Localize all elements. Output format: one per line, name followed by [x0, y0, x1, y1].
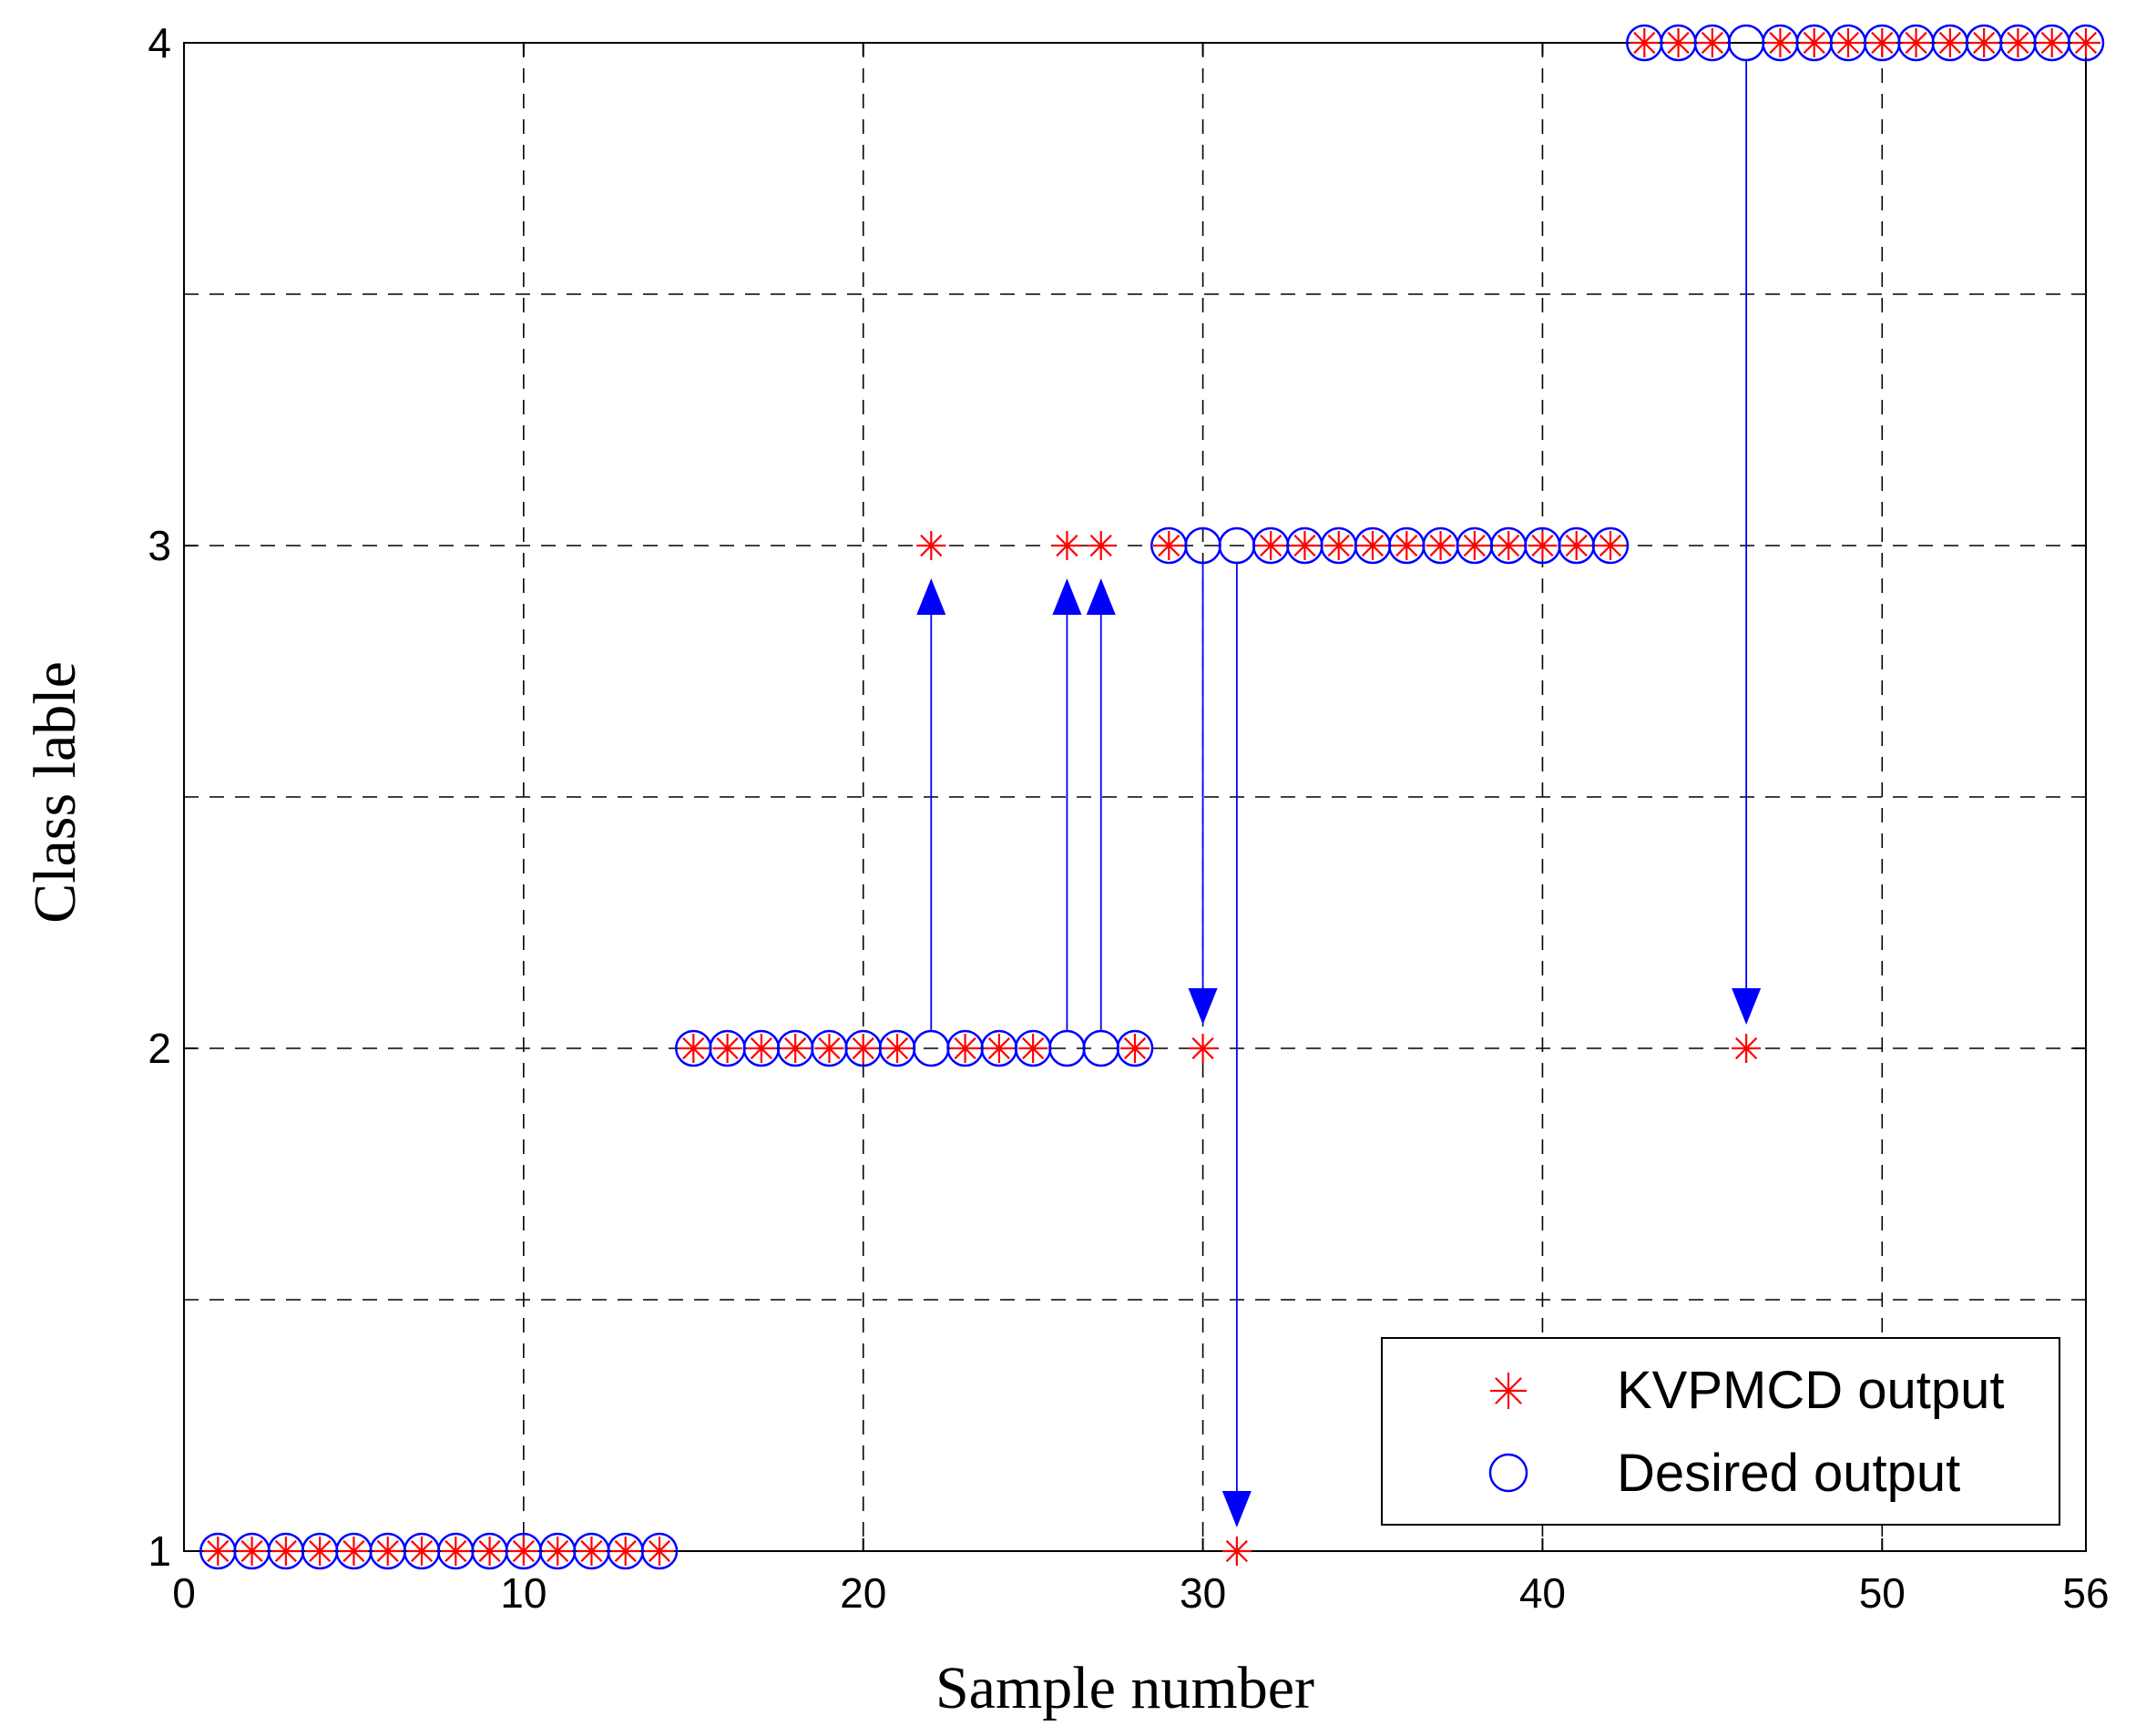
kvpmcd-point — [2071, 28, 2100, 57]
x-tick-label: 0 — [172, 1569, 196, 1617]
x-tick-label: 10 — [500, 1569, 547, 1617]
grid — [184, 43, 2086, 1551]
kvpmcd-point — [1494, 531, 1524, 560]
kvpmcd-point — [1188, 1034, 1218, 1063]
kvpmcd-point — [1392, 531, 1422, 560]
kvpmcd-output-series — [203, 28, 2100, 1566]
legend: KVPMCD output Desired output — [1381, 1337, 2060, 1526]
kvpmcd-point — [1154, 531, 1184, 560]
kvpmcd-point — [1596, 531, 1625, 560]
desired-point — [1116, 1029, 1154, 1067]
kvpmcd-point — [2003, 28, 2033, 57]
kvpmcd-point — [339, 1537, 369, 1566]
axis-ticks: 0 10 20 30 40 50 56 1 2 3 4 — [148, 19, 2109, 1617]
kvpmcd-point — [1901, 28, 1931, 57]
legend-kvpmcd-marker — [1490, 1373, 1527, 1409]
kvpmcd-point — [271, 1537, 301, 1566]
error-arrow — [1052, 578, 1082, 1030]
kvpmcd-point — [1630, 28, 1660, 57]
kvpmcd-point — [1358, 531, 1387, 560]
desired-point — [2067, 24, 2105, 62]
kvpmcd-point — [1018, 1034, 1048, 1063]
kvpmcd-point — [814, 1034, 844, 1063]
kvpmcd-point — [1528, 531, 1558, 560]
kvpmcd-point — [1697, 28, 1727, 57]
kvpmcd-point — [1935, 28, 1965, 57]
error-arrow — [1732, 61, 1762, 1025]
kvpmcd-point — [1426, 531, 1456, 560]
kvpmcd-point — [373, 1537, 403, 1566]
kvpmcd-point — [645, 1537, 674, 1566]
kvpmcd-point — [1221, 1537, 1252, 1566]
kvpmcd-point — [2037, 28, 2067, 57]
error-arrows — [916, 61, 1762, 1527]
kvpmcd-point — [577, 1537, 607, 1566]
y-axis-title: Class lable — [22, 661, 88, 924]
kvpmcd-point — [1834, 28, 1863, 57]
kvpmcd-point — [1052, 531, 1082, 560]
kvpmcd-point — [848, 1034, 878, 1063]
kvpmcd-point — [1120, 1034, 1150, 1063]
kvpmcd-point — [1867, 28, 1897, 57]
desired-point — [640, 1532, 679, 1570]
y-tick-label: 2 — [148, 1025, 171, 1072]
kvpmcd-point — [305, 1537, 335, 1566]
kvpmcd-point — [1969, 28, 1999, 57]
kvpmcd-point — [508, 1537, 538, 1566]
x-tick-label: 20 — [840, 1569, 886, 1617]
error-arrow — [1188, 564, 1218, 1025]
legend-kvpmcd-label: KVPMCD output — [1617, 1361, 2005, 1420]
error-arrow — [1221, 564, 1252, 1527]
kvpmcd-point — [950, 1034, 980, 1063]
kvpmcd-point — [1290, 531, 1320, 560]
legend-kvpmcd-star — [1490, 1373, 1527, 1409]
desired-point — [1591, 526, 1630, 565]
legend-desired-marker — [1488, 1453, 1528, 1493]
kvpmcd-point — [883, 1034, 912, 1063]
x-tick-label: 50 — [1859, 1569, 1906, 1617]
kvpmcd-point — [1256, 531, 1286, 560]
kvpmcd-point — [441, 1537, 471, 1566]
x-tick-label: 30 — [1180, 1569, 1226, 1617]
kvpmcd-point — [916, 531, 946, 560]
kvpmcd-point — [746, 1034, 776, 1063]
kvpmcd-point — [1765, 28, 1795, 57]
kvpmcd-point — [1799, 28, 1829, 57]
error-arrow — [1086, 578, 1116, 1030]
desired-output-series — [199, 24, 2105, 1570]
kvpmcd-point — [984, 1034, 1014, 1063]
kvpmcd-point — [1459, 531, 1489, 560]
y-tick-label: 3 — [148, 522, 171, 569]
y-tick-label: 1 — [148, 1527, 171, 1575]
kvpmcd-point — [1324, 531, 1354, 560]
x-axis-title: Sample number — [935, 1655, 1314, 1721]
kvpmcd-point — [203, 1537, 233, 1566]
kvpmcd-point — [712, 1034, 742, 1063]
legend-desired-label: Desired output — [1617, 1444, 1960, 1503]
error-arrow — [916, 578, 946, 1030]
kvpmcd-point — [1561, 531, 1591, 560]
kvpmcd-point — [1732, 1034, 1762, 1063]
plot-frame — [183, 42, 2087, 1552]
kvpmcd-point — [781, 1034, 811, 1063]
x-tick-label: 56 — [2062, 1569, 2109, 1617]
y-tick-label: 4 — [148, 19, 171, 66]
legend-box — [1381, 1337, 2060, 1526]
x-tick-label: 40 — [1519, 1569, 1566, 1617]
kvpmcd-point — [1663, 28, 1693, 57]
kvpmcd-point — [475, 1537, 505, 1566]
kvpmcd-point — [610, 1537, 640, 1566]
kvpmcd-point — [679, 1034, 709, 1063]
kvpmcd-point — [1086, 531, 1116, 560]
kvpmcd-point — [407, 1537, 436, 1566]
kvpmcd-point — [543, 1537, 573, 1566]
kvpmcd-point — [237, 1537, 267, 1566]
